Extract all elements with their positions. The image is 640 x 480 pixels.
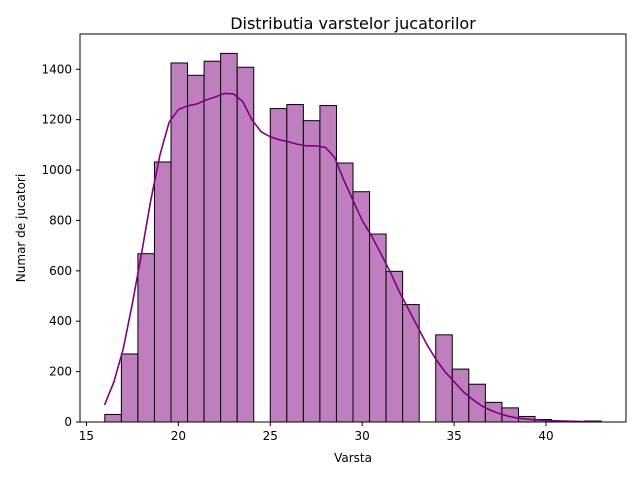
histogram-bar (203, 60, 222, 423)
histogram-bar (269, 108, 288, 423)
x-tick-label: 25 (263, 429, 278, 443)
y-tick-label: 0 (64, 415, 72, 429)
kde-curve (104, 92, 602, 423)
histogram-bar (369, 233, 387, 423)
y-tick-label: 200 (49, 365, 72, 379)
histogram-bar (220, 52, 238, 423)
x-tick-label: 30 (355, 429, 370, 443)
y-axis-label: Numar de jucatori (14, 174, 28, 282)
histogram-bar (302, 120, 321, 423)
x-tick-label: 35 (446, 429, 461, 443)
histogram-bar (402, 304, 420, 423)
y-tick-label: 400 (49, 314, 72, 328)
x-axis-label: Varsta (334, 451, 372, 465)
y-tick-label: 1000 (41, 163, 72, 177)
plot-frame (79, 33, 627, 423)
x-tick-label: 20 (171, 429, 186, 443)
y-tick-label: 1400 (41, 62, 72, 76)
x-tick-label: 40 (538, 429, 553, 443)
histogram-bar (153, 161, 172, 423)
histogram-bar (187, 74, 205, 423)
histogram-bar (335, 162, 354, 423)
x-tick-label: 15 (79, 429, 94, 443)
chart-title: Distributia varstelor jucatorilor (230, 14, 476, 33)
histogram-bar (451, 368, 470, 423)
histogram-bar (137, 253, 155, 423)
histogram-bar (435, 334, 453, 423)
x-axis-ticks: 15 20 25 30 35 40 (79, 422, 554, 443)
y-tick-label: 1200 (41, 113, 72, 127)
y-tick-label: 600 (49, 264, 72, 278)
histogram-bar (319, 105, 337, 423)
y-axis-ticks: 0 200 400 600 800 1000 1200 1400 (41, 62, 80, 429)
histogram-bar (236, 66, 255, 423)
histogram-bar (352, 191, 371, 423)
histogram-bar (286, 104, 304, 423)
histogram-bar (120, 353, 139, 423)
histogram-bar (104, 413, 122, 423)
y-tick-label: 800 (49, 213, 72, 227)
histogram-bars (104, 52, 602, 423)
kde-layer (104, 92, 602, 423)
